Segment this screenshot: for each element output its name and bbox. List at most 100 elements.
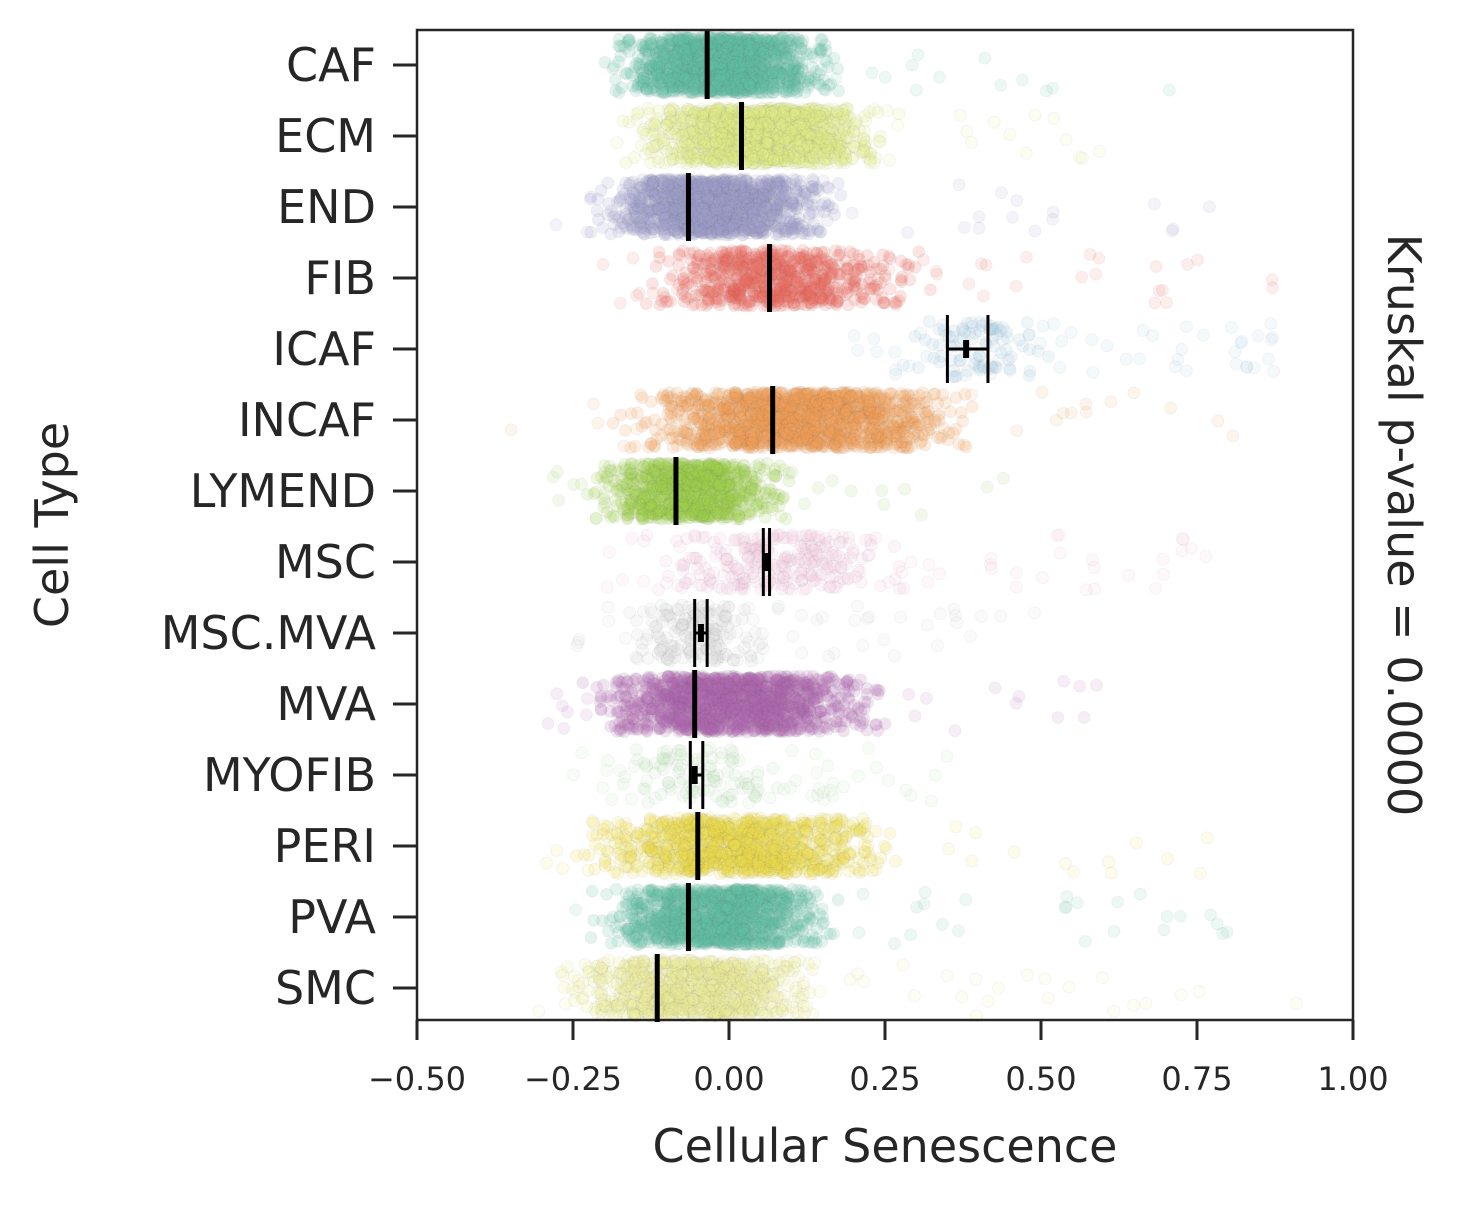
data-point [834,188,848,202]
data-point [696,107,710,120]
data-point [619,210,633,224]
strip-end [549,172,1216,242]
data-point [865,66,879,80]
data-point [805,47,818,61]
data-point [683,126,697,140]
data-point [764,80,778,94]
data-point [723,35,737,49]
data-point [717,70,731,84]
data-point [1010,194,1024,208]
data-point [715,82,729,96]
data-point [773,38,787,52]
data-point [905,58,919,72]
data-point [683,34,697,48]
data-point [709,72,723,86]
data-point [752,150,766,164]
data-point [635,181,648,195]
data-point [690,181,704,195]
data-point [666,122,680,136]
data-point [798,109,812,123]
data-point [630,113,644,127]
data-point [630,199,644,213]
data-point [739,83,753,97]
data-point [718,33,732,47]
data-point [978,51,992,65]
data-point [754,74,768,88]
data-point [716,213,730,227]
data-point [739,35,753,49]
data-point [730,56,744,70]
data-point [759,223,773,237]
data-point [743,64,757,78]
data-point [683,42,697,56]
data-point [909,83,923,97]
data-point [727,174,741,188]
data-point [831,176,845,190]
strip-fib [596,243,1280,313]
data-point [656,219,670,233]
data-point [1039,84,1053,98]
data-point [662,38,676,52]
data-point [647,175,661,189]
data-point [715,225,729,239]
data-point [683,84,697,98]
data-point [657,200,671,214]
data-point [607,59,621,73]
data-point [813,104,827,118]
data-point [738,225,752,239]
data-point [731,51,745,65]
data-point [789,184,803,198]
data-point [610,136,624,150]
data-point [632,61,646,75]
data-point [650,64,664,78]
data-point [729,79,743,93]
data-point [619,176,633,190]
data-point [663,153,677,167]
data-point [766,86,780,100]
data-point [705,155,719,169]
data-point [689,157,703,171]
data-point [683,64,697,78]
data-point [829,72,843,86]
data-point [776,70,790,84]
data-point [789,221,802,235]
data-point [741,33,755,47]
data-point [771,44,785,58]
data-point [715,192,729,206]
data-point [957,221,971,234]
data-point [726,81,740,95]
data-point [882,153,896,167]
data-point [1203,200,1216,214]
data-point [878,70,892,84]
data-point [753,105,767,119]
data-point [1075,151,1089,165]
data-point [681,48,695,62]
data-point [741,51,755,65]
data-point [1046,205,1060,219]
data-point [731,71,745,85]
data-point [666,51,680,65]
data-point [723,57,737,71]
data-point [1003,128,1017,141]
data-point [627,150,641,164]
data-point [911,48,925,62]
data-point [706,203,720,217]
data-point [720,40,734,54]
data-point [591,213,605,226]
data-point [1059,133,1073,147]
data-point [734,73,748,87]
data-point [784,33,798,47]
data-point [1019,146,1033,160]
data-point [694,225,708,239]
data-point [615,81,629,95]
data-point [723,71,737,85]
data-point [549,218,563,232]
data-point [663,105,677,119]
data-point [795,56,809,70]
data-point [782,149,796,163]
data-point [718,62,732,76]
data-point [719,64,733,78]
data-point [774,67,788,81]
data-point [797,123,811,137]
data-point [673,178,687,192]
